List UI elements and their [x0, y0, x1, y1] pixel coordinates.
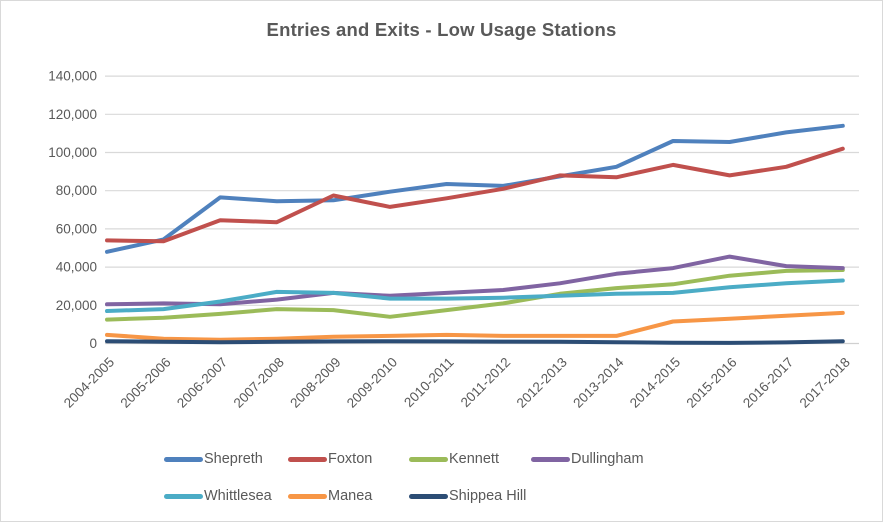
legend-label: Whittlesea	[204, 488, 272, 504]
y-axis-tick-label: 60,000	[56, 221, 97, 236]
series-line-whittlesea	[105, 278, 845, 313]
y-axis-tick-label: 80,000	[56, 183, 97, 198]
series-line-kennett	[105, 268, 845, 322]
x-axis-tick-label: 2015-2016	[683, 355, 739, 411]
x-axis-tick-label: 2017-2018	[797, 355, 853, 411]
x-axis-tick-label: 2005-2006	[117, 355, 173, 411]
y-axis-tick-label: 140,000	[48, 69, 97, 84]
legend-item-manea: Manea	[288, 488, 409, 504]
legend-item-kennett: Kennett	[409, 451, 531, 467]
legend-swatch-icon	[409, 493, 448, 499]
legend-item-dullingham: Dullingham	[531, 451, 644, 467]
x-axis-tick-label: 2011-2012	[458, 355, 514, 411]
legend-swatch-icon	[288, 456, 327, 462]
x-axis-tick-label: 2004-2005	[61, 355, 117, 411]
legend-label: Shippea Hill	[449, 488, 527, 504]
series-line-shepreth	[105, 123, 845, 254]
series-line-dullingham	[105, 254, 845, 307]
legend-row: Shepreth Foxton Kennett Dullingham	[164, 450, 704, 468]
series-line-shippea-hill	[105, 339, 845, 345]
x-axis-tick-label: 2006-2007	[174, 355, 230, 411]
chart-legend: Shepreth Foxton Kennett Dullingham Whittlese…	[164, 450, 704, 521]
x-axis-tick-label: 2016-2017	[740, 355, 796, 411]
y-axis-tick-label: 20,000	[56, 298, 97, 313]
legend-swatch-icon	[164, 456, 203, 462]
legend-label: Foxton	[328, 451, 373, 467]
x-axis-tick-label: 2009-2010	[344, 355, 400, 411]
legend-item-shepreth: Shepreth	[164, 451, 288, 467]
x-axis-tick-label: 2013-2014	[570, 354, 627, 411]
x-axis-tick-label: 2007-2008	[231, 355, 287, 411]
legend-label: Manea	[328, 488, 373, 504]
legend-swatch-icon	[531, 456, 570, 462]
y-axis-tick-label: 120,000	[48, 107, 97, 122]
x-axis-tick-label: 2014-2015	[627, 355, 683, 411]
chart-title: Entries and Exits - Low Usage Stations	[266, 19, 617, 40]
x-axis-tick-label: 2008-2009	[287, 355, 343, 411]
legend-swatch-icon	[288, 493, 327, 499]
legend-swatch-icon	[409, 456, 448, 462]
legend-swatch-icon	[164, 493, 203, 499]
legend-item-whittlesea: Whittlesea	[164, 488, 288, 504]
legend-item-shippea-hill: Shippea Hill	[409, 488, 531, 504]
legend-row: Whittlesea Manea Shippea Hill	[164, 487, 704, 505]
series-line-foxton	[105, 146, 845, 244]
x-axis-tick-label: 2012-2013	[514, 355, 570, 411]
legend-label: Dullingham	[571, 451, 644, 467]
x-axis-tick-label: 2010-2011	[401, 355, 457, 411]
y-axis-tick-label: 0	[89, 336, 97, 351]
legend-label: Kennett	[449, 451, 499, 467]
y-axis-tick-label: 40,000	[56, 260, 97, 275]
y-axis-tick-label: 100,000	[48, 145, 97, 160]
legend-item-foxton: Foxton	[288, 451, 409, 467]
legend-label: Shepreth	[204, 451, 263, 467]
series-line-manea	[105, 310, 845, 342]
